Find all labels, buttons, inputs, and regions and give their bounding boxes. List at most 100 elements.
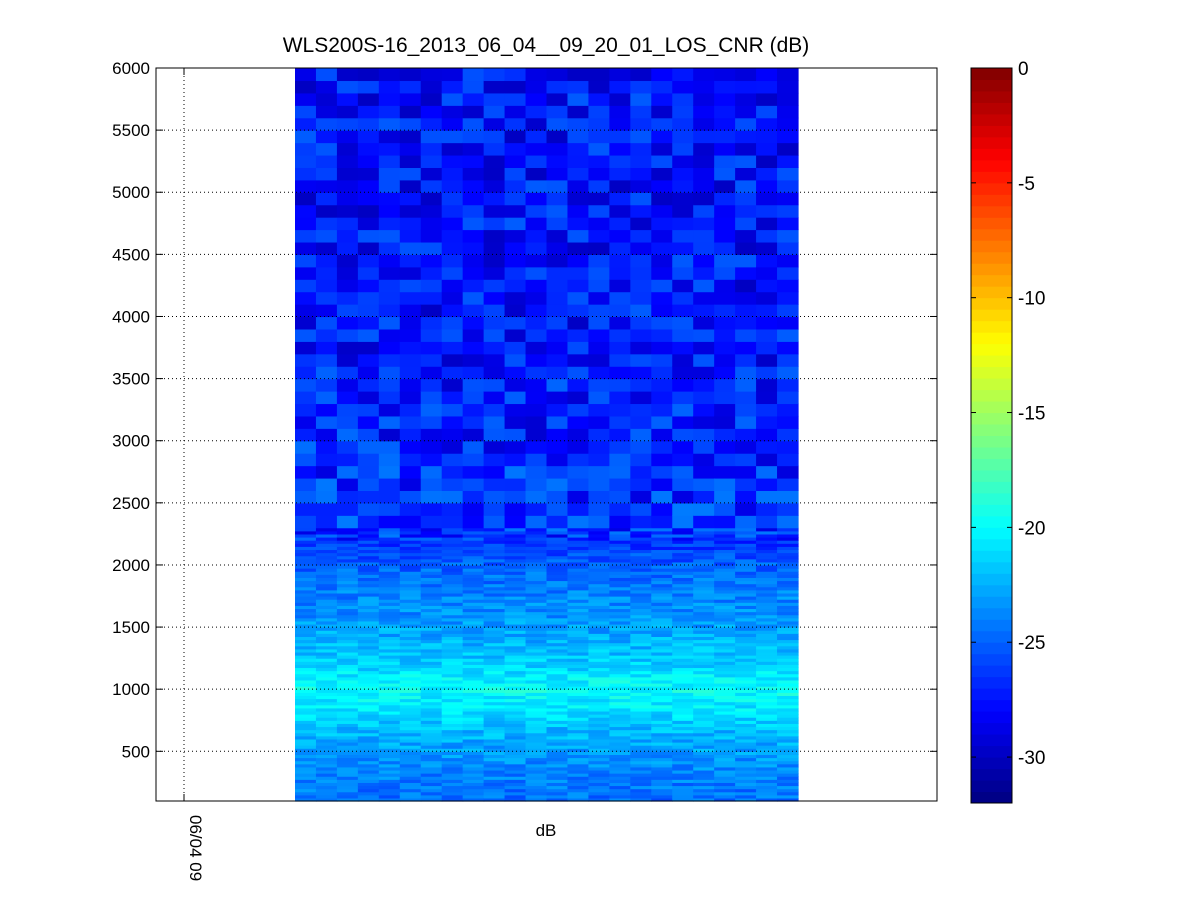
- heatmap-cell: [609, 599, 631, 603]
- heatmap-cell: [441, 68, 464, 82]
- heatmap-cell: [336, 673, 359, 678]
- heatmap-cell: [651, 92, 673, 106]
- heatmap-cell: [420, 229, 443, 243]
- heatmap-cell: [777, 502, 799, 516]
- heatmap-cell: [378, 546, 401, 551]
- heatmap-cell: [441, 769, 464, 774]
- heatmap-cell: [525, 577, 548, 582]
- colorbar-tick-label: -20: [1018, 518, 1045, 539]
- heatmap-cell: [567, 391, 590, 405]
- heatmap-cell: [315, 341, 338, 355]
- heatmap-cell: [588, 266, 610, 280]
- heatmap-cell: [777, 291, 799, 305]
- heatmap-cell: [378, 229, 401, 243]
- heatmap-cell: [357, 748, 380, 752]
- heatmap-cell: [714, 254, 736, 268]
- heatmap-cell: [504, 552, 527, 557]
- heatmap-cell: [546, 490, 569, 504]
- heatmap-cell: [588, 154, 610, 168]
- heatmap-cell: [672, 279, 694, 293]
- heatmap-cell: [651, 502, 673, 516]
- heatmap-cell: [588, 453, 610, 467]
- heatmap-cell: [630, 589, 652, 594]
- heatmap-cell: [693, 602, 715, 606]
- heatmap-cell: [651, 564, 673, 569]
- heatmap-cell: [295, 142, 317, 156]
- heatmap-cell: [588, 695, 610, 700]
- heatmap-cell: [504, 723, 527, 728]
- heatmap-cell: [546, 555, 569, 560]
- heatmap-cell: [714, 732, 736, 737]
- heatmap-cell: [399, 682, 422, 687]
- heatmap-cell: [295, 561, 317, 566]
- heatmap-cell: [483, 533, 506, 538]
- heatmap-cell: [735, 710, 757, 715]
- heatmap-cell: [441, 546, 464, 551]
- heatmap-cell: [483, 676, 506, 681]
- colorbar-tick-label: 0: [1018, 59, 1029, 80]
- heatmap-cell: [651, 766, 673, 771]
- heatmap-cell: [399, 751, 422, 756]
- heatmap-cell: [588, 477, 610, 491]
- heatmap-cell: [525, 546, 548, 551]
- heatmap-cell: [378, 328, 401, 342]
- heatmap-cell: [630, 791, 652, 796]
- heatmap-cell: [504, 453, 527, 467]
- heatmap-cell: [735, 328, 757, 342]
- heatmap-cell: [567, 751, 590, 756]
- heatmap-cell: [462, 692, 485, 696]
- heatmap-cell: [441, 415, 464, 429]
- heatmap-cell: [504, 530, 527, 535]
- heatmap-cell: [588, 465, 610, 479]
- heatmap-cell: [546, 729, 569, 734]
- heatmap-cell: [295, 636, 317, 641]
- heatmap-cell: [295, 732, 317, 737]
- heatmap-cell: [399, 80, 422, 94]
- heatmap-cell: [441, 776, 464, 780]
- heatmap-cell: [546, 266, 569, 280]
- heatmap-cell: [357, 670, 380, 675]
- heatmap-cell: [672, 689, 694, 693]
- heatmap-cell: [756, 779, 778, 783]
- heatmap-cell: [315, 797, 338, 802]
- heatmap-cell: [399, 670, 422, 675]
- heatmap-cell: [336, 583, 359, 588]
- heatmap-cell: [525, 788, 548, 793]
- heatmap-cell: [630, 192, 652, 206]
- heatmap-cell: [714, 142, 736, 156]
- heatmap-cell: [546, 723, 569, 728]
- heatmap-cell: [672, 568, 694, 572]
- heatmap-cell: [420, 645, 443, 650]
- heatmap-cell: [336, 658, 359, 662]
- heatmap-cell: [546, 617, 569, 622]
- heatmap-cell: [609, 769, 631, 774]
- heatmap-cell: [462, 757, 485, 762]
- heatmap-cell: [630, 707, 652, 712]
- heatmap-cell: [672, 596, 694, 600]
- heatmap-cell: [588, 754, 610, 759]
- heatmap-cell: [399, 655, 422, 659]
- heatmap-cell: [735, 391, 757, 405]
- heatmap-cell: [525, 589, 548, 594]
- heatmap-cell: [651, 605, 673, 610]
- heatmap-cell: [609, 741, 631, 746]
- heatmap-cell: [295, 555, 317, 560]
- heatmap-cell: [336, 735, 359, 740]
- heatmap-cell: [295, 328, 317, 342]
- heatmap-cell: [672, 291, 694, 305]
- heatmap-cell: [756, 670, 778, 675]
- heatmap-cell: [777, 664, 799, 669]
- heatmap-cell: [462, 537, 485, 541]
- heatmap-cell: [441, 515, 464, 529]
- heatmap-cell: [777, 732, 799, 737]
- heatmap-cell: [693, 766, 715, 771]
- heatmap-cell: [651, 704, 673, 709]
- heatmap-cell: [756, 667, 778, 672]
- heatmap-cell: [483, 726, 506, 731]
- colorbar-swatch: [971, 263, 1012, 276]
- heatmap-cell: [399, 254, 422, 268]
- heatmap-cell: [336, 577, 359, 582]
- heatmap-cell: [441, 664, 464, 669]
- heatmap-cell: [378, 791, 401, 796]
- heatmap-cell: [651, 558, 673, 563]
